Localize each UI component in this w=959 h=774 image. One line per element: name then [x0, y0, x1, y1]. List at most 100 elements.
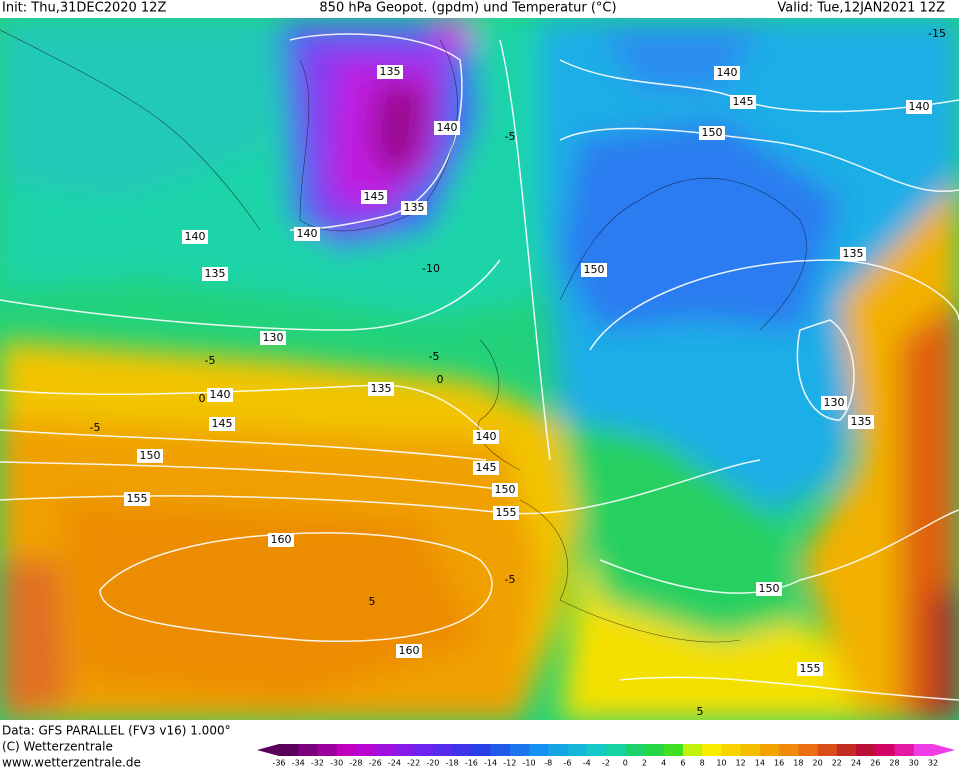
- geopotential-label: 135: [851, 415, 872, 428]
- geopotential-label: 140: [210, 388, 231, 401]
- label-box: [699, 126, 725, 140]
- geopotential-label: 140: [909, 100, 930, 113]
- colorbar-tick-label: -34: [292, 759, 305, 768]
- temperature-label: -10: [422, 262, 440, 275]
- colorbar-cell: [817, 744, 838, 756]
- temperature-label: 0: [199, 392, 206, 405]
- temperature-labels: -15 -5 -10 -5 -5 0 -5 0 -5 5 5: [90, 27, 946, 718]
- geopotential-label: 130: [263, 331, 284, 344]
- label-box: [473, 430, 499, 444]
- label-box: [182, 230, 208, 244]
- label-box: [124, 492, 150, 506]
- colorbar-tick-label: -10: [523, 759, 536, 768]
- label-box: [377, 65, 403, 79]
- label-box: [493, 506, 519, 520]
- colorbar-cell: [721, 744, 742, 756]
- colorbar-tick-label: -32: [311, 759, 324, 768]
- label-box: [730, 95, 756, 109]
- colorbar-tick-label: 32: [928, 759, 938, 768]
- colorbar-tick-label: -28: [349, 759, 362, 768]
- geopotential-label: 155: [496, 506, 517, 519]
- label-box: [434, 121, 460, 135]
- label-box: [714, 66, 740, 80]
- data-source: Data: GFS PARALLEL (FV3 v16) 1.000°: [2, 724, 231, 738]
- colorbar-tick-label: -36: [272, 759, 285, 768]
- temperature-label: -5: [505, 573, 516, 586]
- geopotential-label: 145: [733, 95, 754, 108]
- colorbar-cell: [509, 744, 530, 756]
- label-box: [209, 417, 235, 431]
- colorbar: -36 -34 -32 -30 -28 -26 -24 -22 -20 -18 -16 -14 -12-…: [257, 744, 955, 768]
- geopotential-label: 140: [717, 66, 738, 79]
- colorbar-tick-label: 6: [680, 759, 685, 768]
- colorbar-tick-label: -14: [484, 759, 497, 768]
- label-box: [797, 662, 823, 676]
- temperature-field: 135 140 145 135 140 140 135 130 140 135 145 140 150 1…: [0, 18, 959, 720]
- geopotential-label: 140: [185, 230, 206, 243]
- label-box: [137, 449, 163, 463]
- colorbar-cell: [682, 744, 703, 756]
- colorbar-cell: [452, 744, 472, 756]
- colorbar-tick-label: 18: [793, 759, 803, 768]
- colorbar-cell: [702, 744, 722, 756]
- colorbar-tick-label: -6: [564, 759, 572, 768]
- colorbar-cell: [413, 744, 434, 756]
- colorbar-cell: [394, 744, 415, 756]
- geopotential-label: 130: [824, 396, 845, 409]
- temperature-label: 5: [369, 595, 376, 608]
- geopotential-label: 150: [495, 483, 516, 496]
- geopotential-label: 145: [364, 190, 385, 203]
- colorbar-arrow-low: [257, 744, 279, 756]
- geopotential-label: 135: [371, 382, 392, 395]
- colorbar-cell: [490, 744, 511, 756]
- label-box: [396, 644, 422, 658]
- colorbar-cell: [279, 744, 299, 756]
- colorbar-cell: [317, 744, 338, 756]
- colorbar-tick-label: 22: [832, 759, 842, 768]
- colorbar-tick-label: -20: [426, 759, 439, 768]
- colorbar-tick-label: 8: [700, 759, 705, 768]
- colorbar-tick-label: 20: [812, 759, 822, 768]
- colorbar-cell: [894, 744, 915, 756]
- colorbar-tick-label: -16: [465, 759, 478, 768]
- geopotential-label: 135: [380, 65, 401, 78]
- colorbar-tick-label: -8: [544, 759, 552, 768]
- label-box: [207, 388, 233, 402]
- label-box: [848, 415, 874, 429]
- colorbar-tick-label: 16: [774, 759, 784, 768]
- geopotential-label: 135: [404, 201, 425, 214]
- temperature-label: -5: [90, 421, 101, 434]
- geopotential-label: 145: [212, 417, 233, 430]
- geopotential-label: 135: [205, 267, 226, 280]
- colorbar-cell: [606, 744, 626, 756]
- label-box: [361, 190, 387, 204]
- label-box: [906, 100, 932, 114]
- label-box: [821, 396, 847, 410]
- temperature-label: -5: [205, 354, 216, 367]
- label-box: [492, 483, 518, 497]
- temperature-label: -5: [505, 130, 516, 143]
- colorbar-cell: [644, 744, 665, 756]
- colorbar-tick-label: -12: [503, 759, 516, 768]
- colorbar-arrow-high: [933, 744, 955, 756]
- colorbar-cell: [529, 744, 549, 756]
- colorbar-tick-label: -30: [330, 759, 343, 768]
- colorbar-tick-label: 28: [889, 759, 899, 768]
- colorbar-tick-label: -2: [602, 759, 610, 768]
- colorbar-cell: [913, 744, 934, 756]
- colorbar-cell: [625, 744, 645, 756]
- colorbar-tick-label: -18: [446, 759, 459, 768]
- colorbar-tick-label: 10: [716, 759, 726, 768]
- geopotential-label: 150: [584, 263, 605, 276]
- label-box: [294, 227, 320, 241]
- colorbar-tick-label: -26: [369, 759, 382, 768]
- geopotential-label: 150: [702, 126, 723, 139]
- colorbar-tick-label: -24: [388, 759, 401, 768]
- colorbar-tick-label: 12: [736, 759, 746, 768]
- colorbar-cell: [567, 744, 588, 756]
- colorbar-cell: [548, 744, 569, 756]
- colorbar-cell: [779, 744, 799, 756]
- geopotential-label: 160: [399, 644, 420, 657]
- label-box: [268, 533, 294, 547]
